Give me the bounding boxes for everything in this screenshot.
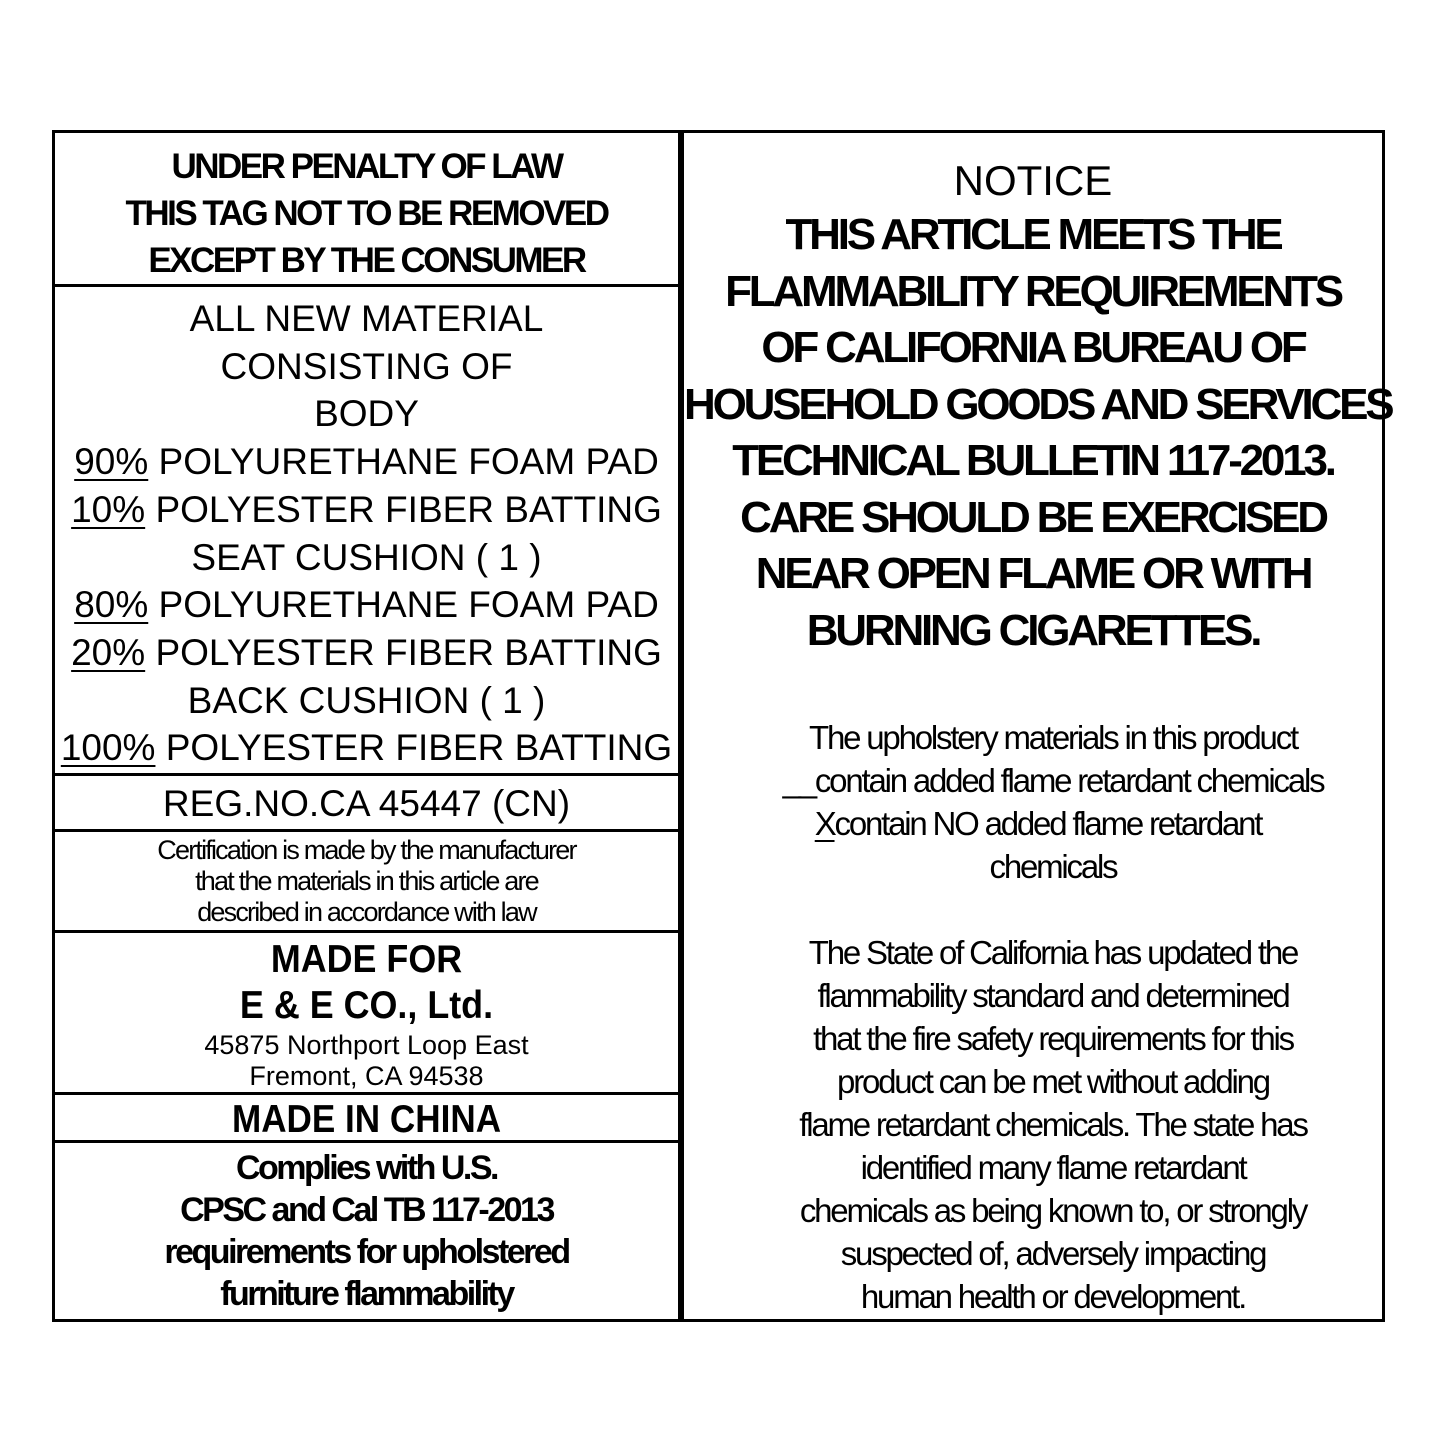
warning-line: THIS TAG NOT TO BE REMOVED	[125, 194, 610, 233]
certification-line: described in accordance with law	[197, 897, 537, 927]
statement-line: human health or development.	[860, 1278, 1247, 1315]
warning-section: UNDER PENALTY OF LAW THIS TAG NOT TO BE …	[55, 133, 678, 287]
notice-line: HOUSEHOLD GOODS AND SERVICES	[684, 379, 1395, 429]
country-of-origin: MADE IN CHINA	[231, 1098, 502, 1141]
statement-line: flame retardant chemicals. The state has	[799, 1106, 1309, 1143]
made-for-label: MADE FOR	[270, 938, 463, 981]
material-line: 100% POLYESTER FIBER BATTING	[55, 724, 678, 772]
statement-line: identified many flame retardant	[860, 1149, 1248, 1186]
material-text: POLYESTER FIBER BATTING	[165, 727, 673, 769]
compliance-line: Complies with U.S.	[235, 1149, 500, 1187]
disclosure-section: The upholstery materials in this product…	[724, 716, 1382, 888]
compliance-line: CPSC and Cal TB 117-2013	[180, 1191, 555, 1229]
reg-number: REG.NO.CA 45447 (CN)	[162, 783, 571, 824]
statement-line: flammability standard and determined	[817, 977, 1290, 1014]
option-no-text: contain NO added flame retardant	[834, 805, 1264, 842]
notice-line: CARE SHOULD BE EXERCISED	[740, 492, 1329, 542]
material-percent: 10%	[71, 488, 146, 530]
material-percent: 90%	[74, 441, 149, 483]
notice-line: TECHNICAL BULLETIN 117-2013.	[732, 436, 1337, 485]
material-line: 20% POLYESTER FIBER BATTING	[55, 629, 678, 677]
material-text: POLYESTER FIBER BATTING	[155, 488, 662, 530]
notice-title: NOTICE	[953, 157, 1113, 204]
address-line: Fremont, CA 94538	[249, 1061, 484, 1091]
materials-header: ALL NEW MATERIAL	[189, 298, 544, 339]
notice-line: NEAR OPEN FLAME OR WITH	[755, 549, 1314, 598]
certification-line: that the materials in this article are	[195, 866, 540, 896]
address-line: 45875 Northport Loop East	[204, 1030, 529, 1060]
option-contains-text: contain added flame retardant chemicals	[814, 762, 1326, 799]
notice-panel: NOTICE THIS ARTICLE MEETS THE FLAMMABILI…	[678, 130, 1395, 1322]
warning-line: UNDER PENALTY OF LAW	[171, 147, 564, 186]
certification-section: Certification is made by the manufacture…	[55, 832, 678, 933]
material-percent: 100%	[60, 727, 156, 769]
warning-line: EXCEPT BY THE CONSUMER	[148, 241, 587, 280]
option-no-continued: chemicals	[989, 848, 1119, 885]
notice-line: BURNING CIGARETTES.	[806, 605, 1263, 655]
option-no-mark: X	[814, 805, 837, 842]
component-name: SEAT CUSHION ( 1 )	[191, 536, 542, 578]
certification-line: Certification is made by the manufacture…	[157, 835, 577, 865]
compliance-line: requirements for upholstered	[164, 1233, 571, 1271]
material-line: 80% POLYURETHANE FOAM PAD	[55, 581, 678, 629]
option-contains-mark: __	[782, 762, 818, 799]
material-text: POLYESTER FIBER BATTING	[155, 631, 662, 673]
notice-line: OF CALIFORNIA BUREAU OF	[761, 323, 1307, 372]
reg-section: REG.NO.CA 45447 (CN)	[55, 776, 678, 832]
origin-section: MADE IN CHINA	[55, 1095, 678, 1143]
option-no: Xcontain NO added flame retardant	[694, 802, 1382, 845]
statement-line: product can be met without adding	[837, 1063, 1271, 1100]
component-name: BODY	[314, 393, 419, 435]
notice-section: NOTICE THIS ARTICLE MEETS THE FLAMMABILI…	[684, 155, 1395, 659]
company-name: E & E CO., Ltd.	[239, 984, 494, 1027]
statement-line: that the fire safety requirements for th…	[813, 1020, 1295, 1057]
material-line: 10% POLYESTER FIBER BATTING	[55, 486, 678, 534]
law-tag-panel: UNDER PENALTY OF LAW THIS TAG NOT TO BE …	[52, 130, 681, 1322]
disclosure-intro: The upholstery materials in this product	[809, 719, 1299, 756]
option-contains: __contain added flame retardant chemical…	[724, 759, 1382, 802]
component-name: BACK CUSHION ( 1 )	[187, 679, 546, 721]
compliance-line: furniture flammability	[220, 1275, 515, 1313]
materials-header: CONSISTING OF	[220, 345, 513, 387]
statement-line: The State of California has updated the	[808, 934, 1300, 971]
material-text: POLYURETHANE FOAM PAD	[158, 584, 659, 626]
material-percent: 80%	[74, 584, 149, 626]
material-percent: 20%	[71, 631, 146, 673]
material-text: POLYURETHANE FOAM PAD	[158, 441, 659, 483]
statement-line: suspected of, adversely impacting	[840, 1235, 1268, 1272]
notice-line: THIS ARTICLE MEETS THE	[785, 210, 1283, 259]
notice-line: FLAMMABILITY REQUIREMENTS	[725, 266, 1344, 316]
materials-section: ALL NEW MATERIAL CONSISTING OF BODY 90% …	[55, 287, 678, 776]
material-line: 90% POLYURETHANE FOAM PAD	[55, 438, 678, 486]
compliance-section: Complies with U.S. CPSC and Cal TB 117-2…	[55, 1143, 678, 1319]
statement-line: chemicals as being known to, or strongly	[799, 1192, 1308, 1229]
made-for-section: MADE FOR E & E CO., Ltd. 45875 Northport…	[55, 933, 678, 1095]
notice-body: THIS ARTICLE MEETS THE FLAMMABILITY REQU…	[684, 207, 1395, 659]
statement-section: The State of California has updated the …	[724, 931, 1382, 1318]
